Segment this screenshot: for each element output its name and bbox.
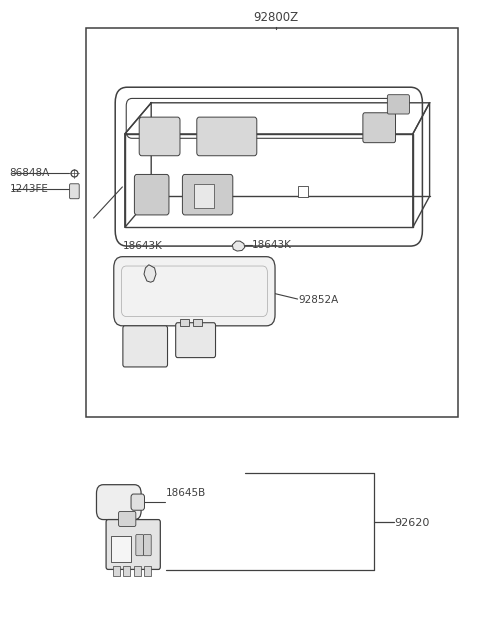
FancyBboxPatch shape bbox=[114, 257, 275, 326]
Text: 18643K: 18643K bbox=[122, 241, 162, 251]
Bar bbox=[134, 566, 141, 576]
FancyBboxPatch shape bbox=[123, 326, 168, 367]
FancyBboxPatch shape bbox=[182, 174, 233, 215]
FancyBboxPatch shape bbox=[136, 535, 144, 556]
Bar bbox=[111, 536, 131, 562]
Bar bbox=[298, 186, 308, 197]
FancyBboxPatch shape bbox=[197, 117, 257, 156]
Polygon shape bbox=[144, 265, 156, 282]
Bar bbox=[194, 184, 214, 208]
Bar bbox=[193, 319, 202, 326]
Text: 92852A: 92852A bbox=[299, 295, 339, 305]
Text: 18643K: 18643K bbox=[252, 240, 292, 250]
Bar bbox=[123, 566, 130, 576]
Bar bbox=[180, 319, 189, 326]
Text: 92800Z: 92800Z bbox=[253, 11, 299, 24]
FancyBboxPatch shape bbox=[96, 485, 141, 520]
FancyBboxPatch shape bbox=[176, 323, 216, 358]
FancyBboxPatch shape bbox=[106, 520, 160, 569]
FancyBboxPatch shape bbox=[134, 174, 169, 215]
Polygon shape bbox=[232, 241, 245, 251]
FancyBboxPatch shape bbox=[139, 117, 180, 156]
FancyBboxPatch shape bbox=[119, 511, 136, 526]
FancyBboxPatch shape bbox=[387, 95, 409, 114]
FancyBboxPatch shape bbox=[144, 535, 151, 556]
FancyBboxPatch shape bbox=[363, 113, 396, 143]
Bar bbox=[144, 566, 151, 576]
Bar bbox=[86, 28, 458, 417]
Text: 92620: 92620 bbox=[395, 518, 430, 528]
Bar bbox=[113, 566, 120, 576]
Text: 1243FE: 1243FE bbox=[10, 184, 48, 194]
Text: 86848A: 86848A bbox=[10, 168, 50, 178]
FancyBboxPatch shape bbox=[131, 494, 144, 510]
Text: 18645B: 18645B bbox=[166, 488, 206, 498]
FancyBboxPatch shape bbox=[70, 184, 79, 199]
